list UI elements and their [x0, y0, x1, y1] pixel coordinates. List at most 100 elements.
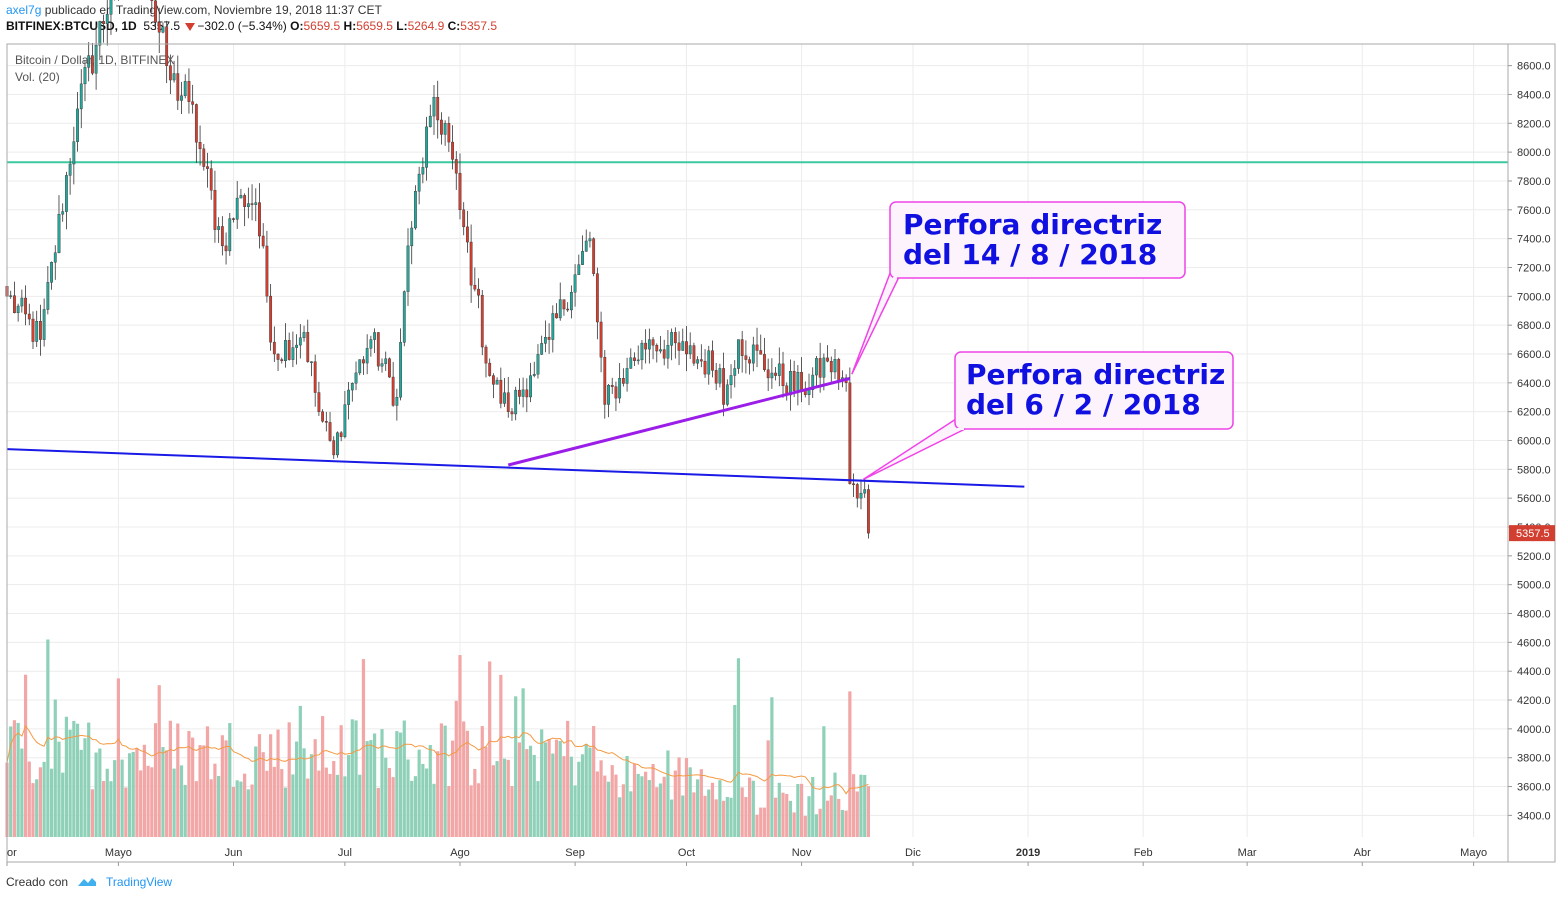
volume-bar	[644, 771, 648, 837]
candle-body	[425, 126, 428, 168]
volume-bar	[224, 740, 228, 837]
down-arrow-icon	[185, 22, 196, 31]
volume-bar	[469, 785, 473, 837]
volume-bar	[785, 793, 789, 837]
volume-bar	[543, 742, 547, 837]
candle-body	[198, 142, 202, 150]
volume-bar	[510, 786, 514, 837]
candle-body	[577, 264, 581, 275]
trendline-aug[interactable]	[507, 377, 851, 467]
candle-body	[410, 227, 414, 247]
low-value: 5264.9	[407, 19, 445, 33]
candle-body	[16, 305, 20, 314]
volume-bar	[42, 761, 46, 837]
volume-bar	[677, 757, 681, 837]
candle-body	[532, 373, 536, 376]
volume-bar	[157, 685, 161, 837]
candle-body	[662, 349, 666, 359]
volume-bar	[647, 779, 651, 837]
volume-bar	[202, 745, 206, 837]
tradingview-link[interactable]: TradingView	[106, 875, 173, 889]
candle-body	[837, 359, 841, 382]
last-price-tag	[1509, 525, 1555, 542]
volume-bar	[209, 779, 213, 837]
time-axis[interactable]: or Mayo Jun Jul Ago Sep Oct Nov Dic 2019 Feb Mar Abr…	[6, 847, 1487, 866]
volume-bar	[673, 770, 677, 837]
volume-bar	[707, 789, 711, 837]
volume-bar	[540, 729, 544, 837]
price-change: −302.0 (−5.34%)	[197, 19, 287, 33]
candle-body	[79, 83, 83, 110]
volume-bar	[450, 740, 455, 837]
candle-body	[811, 374, 815, 391]
candle-body	[365, 348, 369, 364]
volume-bar	[592, 726, 596, 837]
volume-bar	[484, 746, 488, 837]
candle-body	[388, 358, 391, 378]
volume-bar	[250, 784, 254, 837]
candle-body	[822, 357, 826, 378]
volume-bar	[335, 774, 340, 837]
price-tick-label: 6600.0	[1517, 349, 1551, 361]
volume-bar	[283, 787, 288, 837]
volume-bar	[692, 792, 696, 837]
candle-body	[863, 489, 867, 494]
volume-bar	[16, 722, 20, 837]
price-tick-label: 6200.0	[1517, 407, 1551, 419]
candle-body	[339, 432, 343, 437]
chart-border	[6, 43, 1556, 863]
price-tick-label: 4800.0	[1517, 609, 1551, 621]
volume-bar	[736, 658, 741, 837]
volume-bar	[395, 731, 399, 837]
volume-bar	[406, 759, 410, 837]
candle-body	[194, 104, 198, 143]
volume-bar	[75, 723, 80, 837]
candle-body	[213, 190, 217, 230]
candle-body	[789, 371, 792, 396]
volume-bar	[387, 767, 392, 837]
candle-body	[829, 361, 833, 373]
candle-body	[454, 159, 458, 174]
price-tick-label: 7200.0	[1517, 262, 1551, 274]
volume-bar	[309, 754, 314, 837]
candle-body	[607, 385, 610, 405]
candle-body	[725, 384, 729, 405]
candle-body	[447, 123, 451, 143]
price-axis[interactable]: 3400.0 3600.0 3800.0 4000.0 4200.0 4400.0 4600…	[1508, 61, 1555, 823]
volume-bar	[729, 797, 733, 837]
price-candles	[5, 0, 870, 539]
volume-bar	[72, 720, 76, 837]
author-link[interactable]: axel7g	[6, 3, 42, 17]
candle-body	[711, 350, 714, 371]
candle-body	[480, 295, 484, 348]
callout-box-feb[interactable]	[954, 351, 1234, 430]
volume-bar	[172, 768, 176, 837]
candle-body	[53, 252, 57, 263]
volume-bar	[722, 800, 726, 837]
candle-body	[313, 361, 317, 393]
main-series-legend[interactable]: Bitcoin / Dollar, 1D, BITFINEX	[15, 53, 175, 67]
volume-legend[interactable]: Vol. (20)	[15, 70, 60, 84]
callout-box-aug[interactable]	[889, 201, 1186, 279]
volume-bar	[332, 761, 336, 837]
volume-bar	[811, 776, 815, 837]
candle-body	[228, 218, 232, 252]
candle-body	[614, 386, 618, 399]
volume-bar	[120, 759, 124, 837]
candle-body	[65, 175, 68, 212]
volume-bar	[814, 814, 819, 837]
footer: Creado con TradingView	[6, 875, 172, 889]
candle-body	[98, 21, 102, 46]
price-tick-label: 4000.0	[1517, 724, 1551, 736]
volume-bar	[558, 740, 562, 837]
trendline-feb[interactable]	[6, 448, 1025, 488]
volume-bar	[443, 725, 447, 837]
volume-bar	[176, 723, 180, 837]
candle-body	[477, 288, 480, 296]
candle-body	[306, 332, 310, 362]
volume-bar	[792, 812, 796, 837]
candle-body	[581, 251, 584, 265]
candle-body	[440, 119, 443, 135]
candle-body	[432, 97, 436, 117]
